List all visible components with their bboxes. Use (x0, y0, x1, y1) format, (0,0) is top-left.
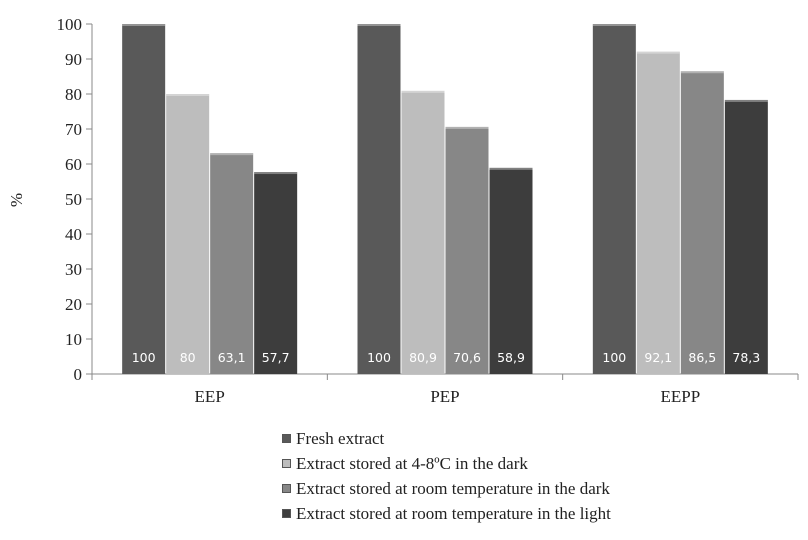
bar (357, 24, 401, 374)
bar-chart: 0 10 20 30 40 50 60 70 80 90 100% 100 80 63,1 57,7 EEP… (7, 15, 799, 406)
legend-swatch (282, 434, 291, 443)
y-tick-label: 70 (65, 120, 82, 139)
bar (210, 153, 254, 374)
y-tick-label: 100 (57, 15, 83, 34)
bar (401, 90, 445, 374)
y-tick-label: 90 (65, 50, 82, 69)
bar (489, 167, 533, 374)
bar-highlight (445, 126, 489, 129)
x-tick-label: EEP (195, 387, 225, 406)
bar (680, 71, 724, 374)
bar-highlight (166, 94, 210, 96)
chart-axes: 0 10 20 30 40 50 60 70 80 90 100% (7, 15, 799, 384)
data-label: 57,7 (262, 350, 290, 365)
y-axis-label: % (7, 193, 26, 207)
bar-highlight (489, 167, 533, 170)
data-label: 80,9 (409, 350, 437, 365)
bar-highlight (680, 71, 724, 74)
data-label: 100 (132, 350, 156, 365)
chart-bars (122, 24, 768, 375)
data-label: 78,3 (732, 350, 760, 365)
legend-item: Extract stored at 4-8ºC in the dark (282, 451, 611, 476)
legend-label: Extract stored at room temperature in th… (296, 478, 610, 498)
legend-item: Fresh extract (282, 426, 611, 451)
legend-swatch (282, 484, 291, 493)
legend-item: Extract stored at room temperature in th… (282, 501, 611, 526)
bar-highlight (254, 172, 298, 175)
data-label: 100 (602, 350, 626, 365)
y-tick-label: 0 (74, 365, 83, 384)
legend-label: Extract stored at 4-8ºC in the dark (296, 453, 528, 473)
legend-item: Extract stored at room temperature in th… (282, 476, 611, 501)
y-tick-label: 60 (65, 155, 82, 174)
bar (592, 24, 636, 374)
data-label: 92,1 (644, 350, 672, 365)
legend-label: Fresh extract (296, 428, 385, 448)
x-tick-label: PEP (430, 387, 459, 406)
y-tick-label: 40 (65, 225, 82, 244)
data-label: 80 (180, 350, 196, 365)
bar (166, 94, 210, 374)
bar-highlight (592, 24, 636, 26)
legend-label: Extract stored at room temperature in th… (296, 503, 611, 523)
bar (122, 24, 166, 374)
data-label: 86,5 (688, 350, 716, 365)
bar-highlight (636, 51, 680, 54)
x-tick-label: EEPP (660, 387, 700, 406)
y-tick-label: 20 (65, 295, 82, 314)
chart-labels: 100 80 63,1 57,7 EEP 100 80,9 70,6 58,9 PEP 100 92,… (132, 350, 761, 406)
y-tick-label: 50 (65, 190, 82, 209)
bar-highlight (122, 24, 166, 26)
bar-highlight (357, 24, 401, 26)
bar-highlight (401, 90, 445, 93)
bar (445, 126, 489, 375)
bar-highlight (210, 153, 254, 156)
bar (254, 172, 298, 374)
chart-legend: Fresh extract Extract stored at 4-8ºC in … (282, 426, 611, 526)
bar (636, 51, 680, 375)
y-tick-label: 10 (65, 330, 82, 349)
bar-highlight (724, 99, 768, 102)
data-label: 63,1 (218, 350, 246, 365)
data-label: 58,9 (497, 350, 525, 365)
bar (724, 99, 768, 374)
y-tick-label: 80 (65, 85, 82, 104)
legend-swatch (282, 459, 291, 468)
legend-swatch (282, 509, 291, 518)
data-label: 100 (367, 350, 391, 365)
y-tick-label: 30 (65, 260, 82, 279)
data-label: 70,6 (453, 350, 481, 365)
